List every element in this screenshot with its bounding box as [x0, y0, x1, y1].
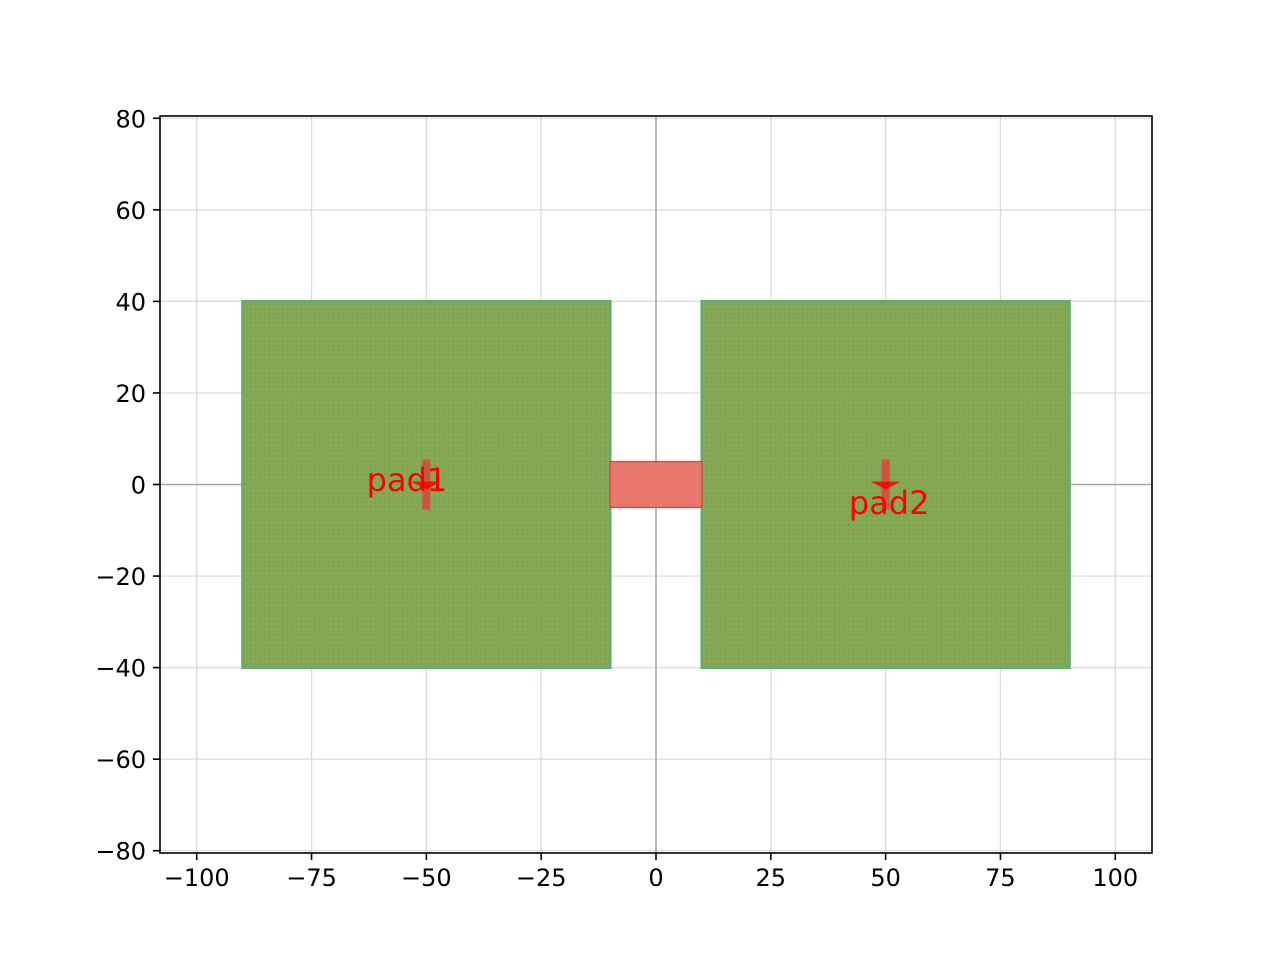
x-tick-label: 75	[985, 864, 1016, 892]
x-tick-label: 50	[870, 864, 901, 892]
y-tick-label: 40	[115, 288, 146, 316]
y-tick-label: 20	[115, 380, 146, 408]
x-tick-label: −75	[286, 864, 337, 892]
x-tick-label: −25	[516, 864, 567, 892]
port-label: pad1	[367, 461, 448, 499]
x-tick-label: −100	[164, 864, 230, 892]
port-label: pad2	[849, 484, 930, 522]
ports: pad1 pad2	[367, 459, 930, 522]
y-tick-label: −60	[95, 746, 146, 774]
x-tick-label: 100	[1092, 864, 1138, 892]
y-tick-label: 80	[115, 105, 146, 133]
port-arrow	[870, 481, 901, 490]
y-tick-label: 60	[115, 197, 146, 225]
bridge-rect	[609, 460, 703, 509]
y-tick-label: −40	[95, 655, 146, 683]
y-tick-label: −20	[95, 563, 146, 591]
x-tick-label: −50	[401, 864, 452, 892]
y-tick-label: −80	[95, 838, 146, 866]
y-tick-label: 0	[131, 472, 146, 500]
port-arrow	[411, 481, 442, 490]
x-tick-label: 25	[756, 864, 787, 892]
axis-ticks: −100 −75 −50 −25 0 25 50 75 100 80 60 40 20 0 −20 −40 −6…	[95, 105, 1138, 892]
x-tick-label: 0	[648, 864, 663, 892]
